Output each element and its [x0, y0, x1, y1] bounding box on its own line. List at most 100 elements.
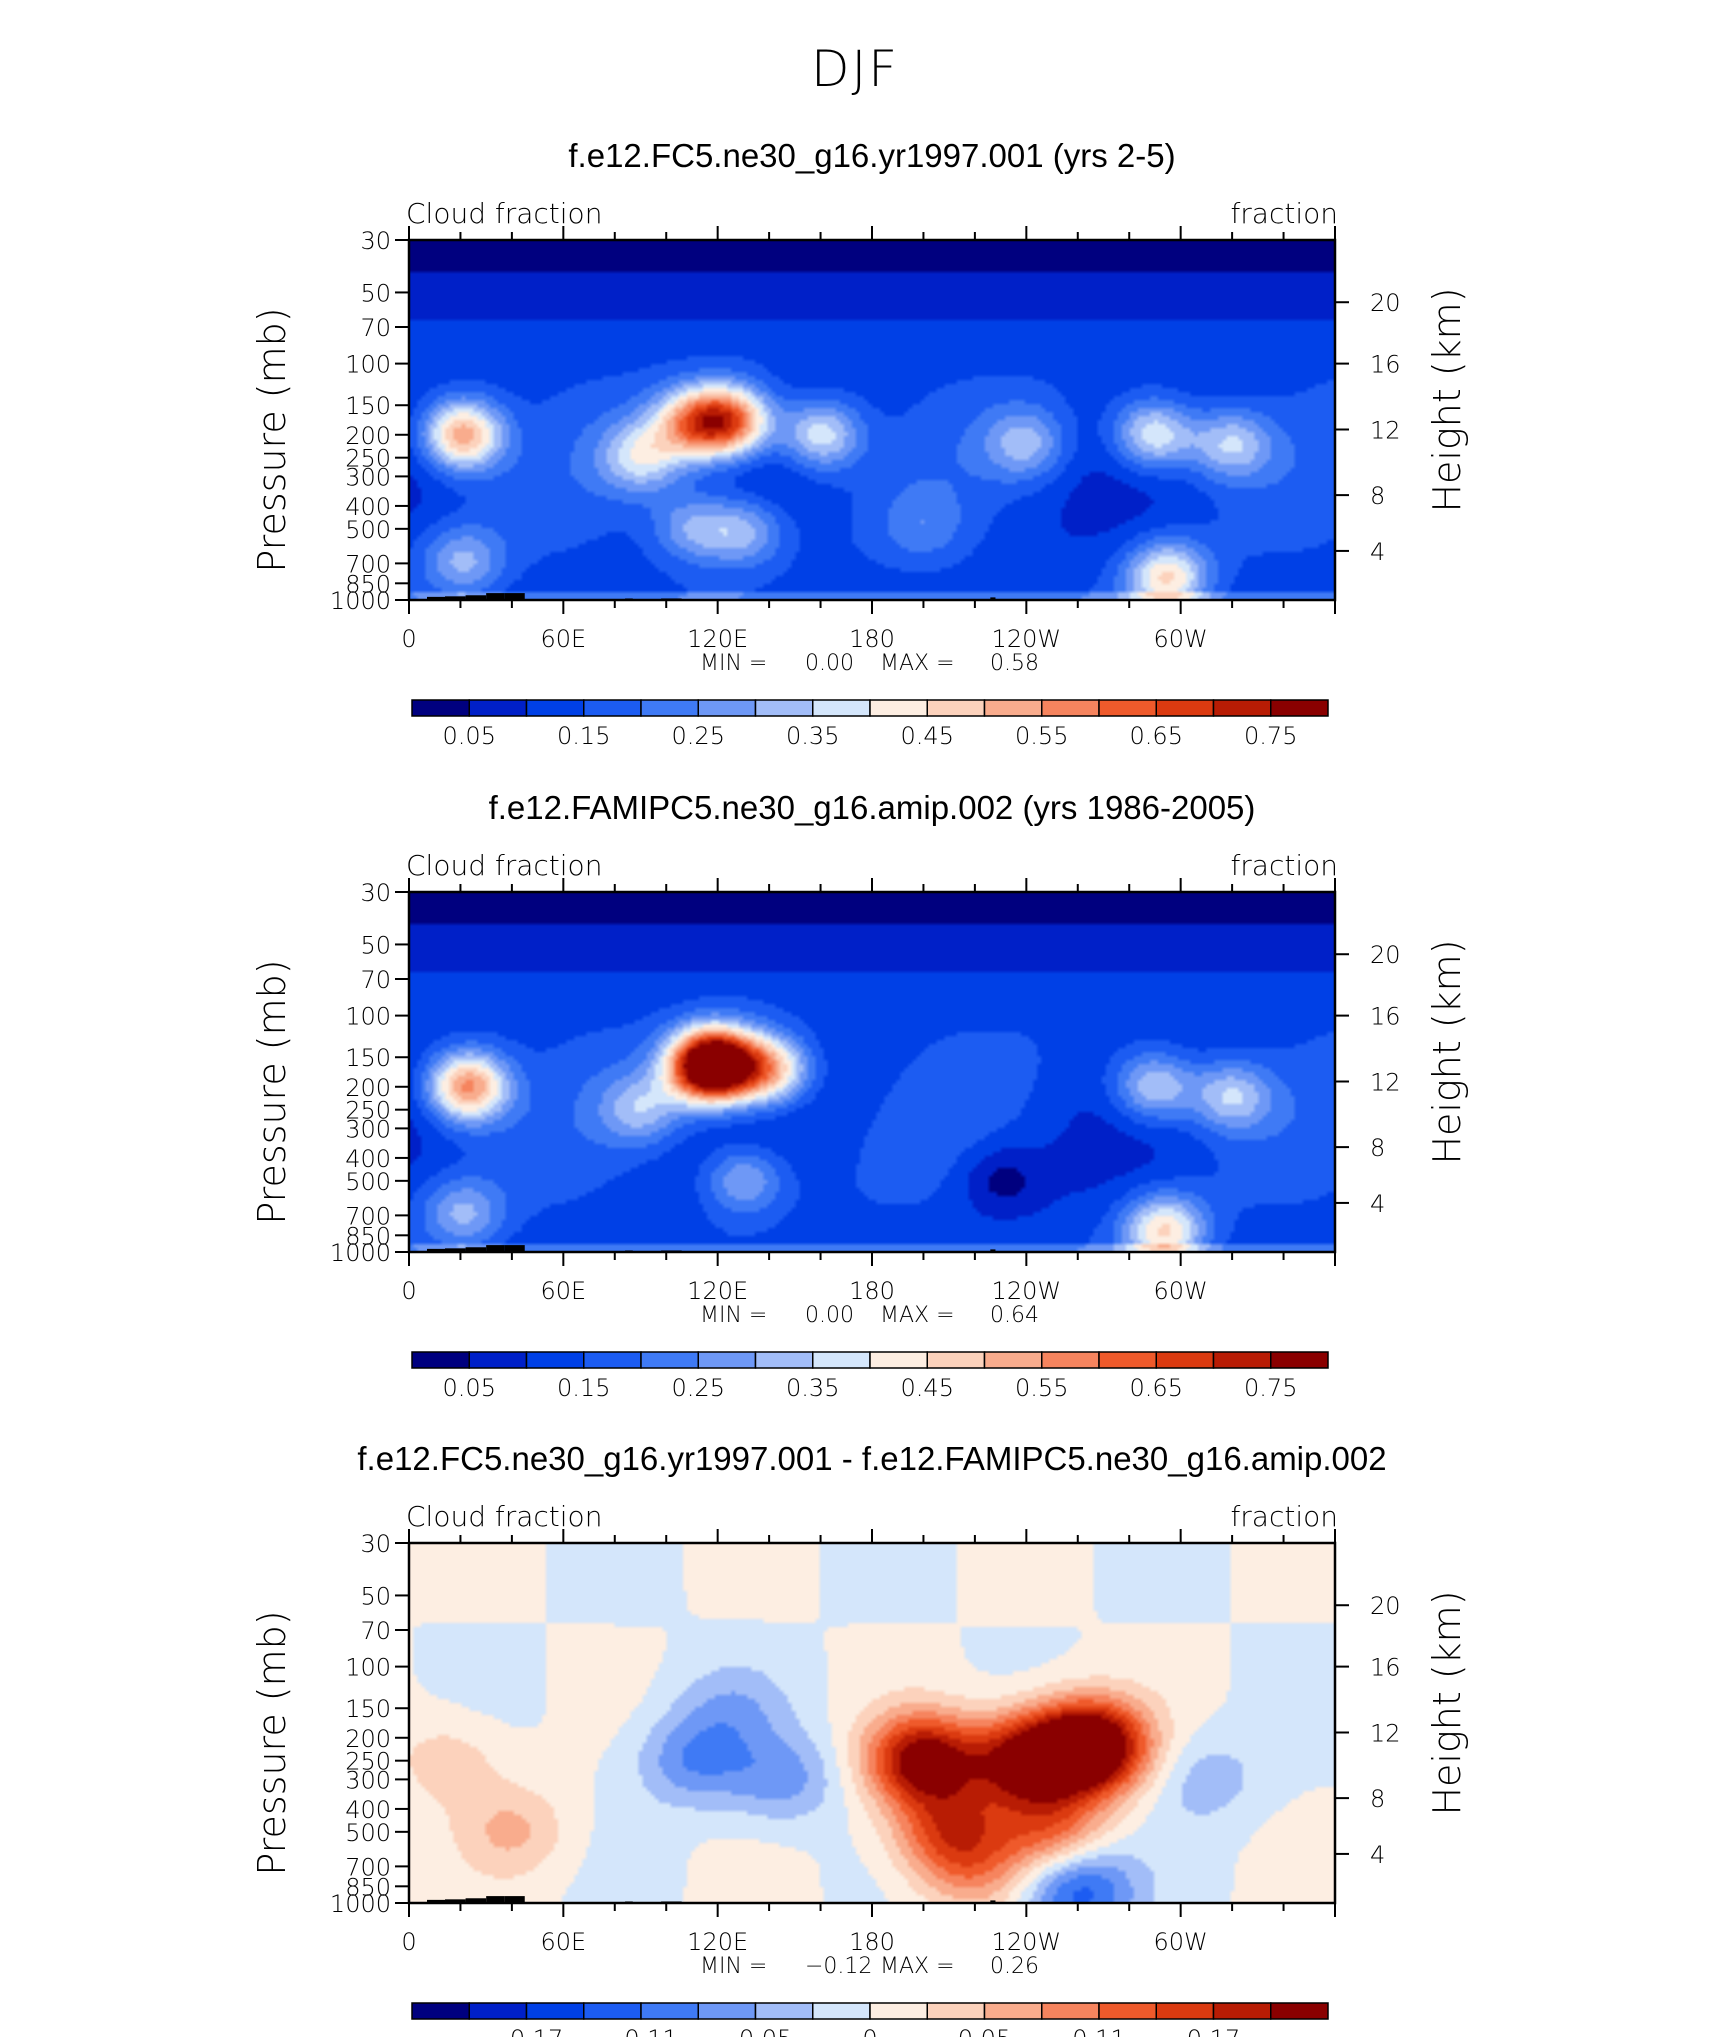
colorbar-swatch: [1041, 699, 1100, 717]
y-tick-label: 700: [345, 1853, 391, 1881]
figure-title: DJF: [810, 40, 899, 98]
colorbar-swatch: [1098, 1351, 1157, 1369]
colorbar-label: 0.35: [786, 722, 839, 750]
colorbar-swatch: [1098, 699, 1157, 717]
colorbar-label: 0.15: [557, 1374, 610, 1402]
y-tick-label: 70: [360, 966, 391, 994]
topography-block: [504, 1896, 525, 1903]
heatmap-canvas: [409, 1543, 1335, 1903]
y-tick-label: 250: [345, 1748, 391, 1776]
y-tick-label: 500: [345, 1819, 391, 1847]
topography-block: [504, 593, 525, 600]
y-tick-label: 300: [345, 1115, 391, 1143]
colorbar-label: 0.15: [557, 722, 610, 750]
y-tick-label: 300: [345, 1766, 391, 1794]
colorbar-swatch: [640, 1351, 699, 1369]
colorbar-swatch: [583, 1351, 642, 1369]
topography-block: [427, 596, 446, 600]
y-tick-label: 50: [360, 279, 391, 307]
colorbar-label: −0.17: [490, 2025, 564, 2037]
x-tick-label: 60E: [540, 625, 586, 653]
y-tick-label: 850: [345, 1222, 391, 1250]
colorbar-label: 0.25: [672, 1374, 725, 1402]
colorbar-swatch: [468, 2002, 528, 2020]
colorbar-label: −0.05: [719, 2025, 793, 2037]
stat-min-label: MIN =: [700, 1303, 767, 1328]
colorbar-swatch: [926, 1351, 986, 1369]
colorbar-swatch: [754, 699, 814, 717]
y-tick-label: 30: [360, 1530, 391, 1558]
panel-title: f.e12.FAMIPC5.ne30_g16.amip.002 (yrs 198…: [489, 789, 1256, 826]
chart-panel-2: f.e12.FAMIPC5.ne30_g16.amip.002 (yrs 198…: [250, 789, 1469, 1402]
stat-max-value: 0.64: [990, 1303, 1039, 1328]
y-tick-label: 1000: [330, 1239, 391, 1267]
colorbar-swatch: [754, 1351, 814, 1369]
height-tick-label: 8: [1370, 1785, 1385, 1813]
colorbar-label: 0.17: [1187, 2025, 1240, 2037]
colorbar-label: 0.55: [1015, 722, 1068, 750]
y-tick-label: 30: [360, 227, 391, 255]
y-tick-label: 500: [345, 1168, 391, 1196]
y-tick-label: 30: [360, 879, 391, 907]
colorbar-swatch: [411, 1351, 470, 1369]
topography-block: [504, 1245, 525, 1252]
topography-block: [445, 1899, 466, 1903]
topography-block: [990, 597, 996, 600]
panel-title: f.e12.FC5.ne30_g16.yr1997.001 (yrs 2-5): [568, 137, 1175, 174]
height-tick-label: 4: [1370, 1190, 1385, 1218]
colorbar-swatch: [525, 1351, 585, 1369]
colorbar-label: 0.05: [443, 1374, 496, 1402]
colorbar-swatch: [1041, 1351, 1100, 1369]
colorbar-label: 0.05: [443, 722, 496, 750]
y-axis-label: Pressure (mb): [250, 1610, 294, 1875]
topography-block: [486, 1896, 505, 1903]
units-label: fraction: [1230, 1500, 1338, 1533]
y-tick-label: 400: [345, 493, 391, 521]
stat-max-label: MAX =: [880, 1954, 955, 1979]
x-tick-label: 120W: [992, 1277, 1062, 1305]
y-tick-label: 1000: [330, 1890, 391, 1918]
stat-max-label: MAX =: [880, 1303, 955, 1328]
colorbar-label: 0.25: [672, 722, 725, 750]
units-label: fraction: [1230, 197, 1338, 230]
x-tick-label: 120E: [687, 625, 748, 653]
height-axis-label: Height (km): [1425, 939, 1469, 1164]
y-tick-label: 500: [345, 516, 391, 544]
heatmap-field: [409, 240, 1335, 600]
topography-block: [990, 1249, 996, 1252]
x-tick-label: 0: [401, 1277, 416, 1305]
colorbar-label: 0.75: [1244, 1374, 1297, 1402]
variable-label: Cloud fraction: [406, 197, 602, 230]
colorbar-swatch: [697, 699, 757, 717]
topography-block: [465, 595, 487, 600]
y-tick-label: 70: [360, 1617, 391, 1645]
colorbar-label: 0.35: [786, 1374, 839, 1402]
colorbar-swatch: [869, 699, 928, 717]
colorbar-swatch: [1270, 699, 1329, 717]
y-tick-label: 200: [345, 1725, 391, 1753]
y-tick-label: 150: [345, 1695, 391, 1723]
y-tick-label: 50: [360, 931, 391, 959]
y-tick-label: 150: [345, 1044, 391, 1072]
colorbar-swatch: [640, 699, 699, 717]
colorbar-label: 0: [862, 2025, 877, 2037]
height-tick-label: 12: [1370, 1720, 1401, 1748]
colorbar-swatch: [468, 699, 528, 717]
stat-min-value: −0.12: [805, 1954, 872, 1979]
colorbar-swatch: [983, 2002, 1043, 2020]
colorbar-swatch: [926, 2002, 986, 2020]
colorbar-swatch: [1155, 1351, 1215, 1369]
height-tick-label: 20: [1370, 941, 1401, 969]
x-tick-label: 60E: [540, 1928, 586, 1956]
colorbar-swatch: [640, 2002, 699, 2020]
topography-block: [427, 1248, 446, 1252]
stat-max-value: 0.58: [990, 651, 1039, 676]
panel-title: f.e12.FC5.ne30_g16.yr1997.001 - f.e12.FA…: [357, 1440, 1386, 1477]
colorbar-swatch: [525, 2002, 585, 2020]
y-axis-label: Pressure (mb): [250, 959, 294, 1224]
topography-block: [486, 1245, 505, 1252]
colorbar-swatch: [468, 1351, 528, 1369]
colorbar-swatch: [1155, 699, 1215, 717]
colorbar-swatch: [697, 1351, 757, 1369]
